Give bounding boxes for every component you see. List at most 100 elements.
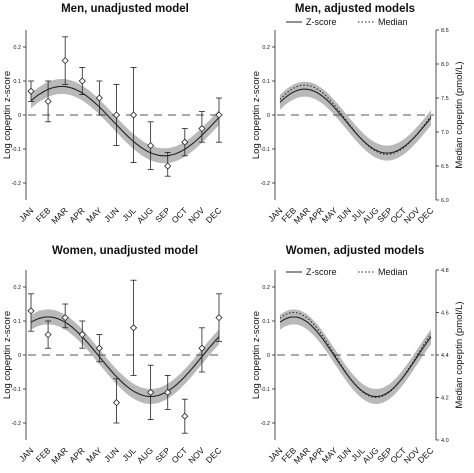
confidence-band: [31, 79, 219, 164]
point-marker: [181, 138, 189, 146]
y-tick-label: 0: [267, 113, 270, 119]
month-label: JUN: [102, 205, 121, 224]
point-marker: [129, 111, 138, 119]
y-tick-label: -0.2: [261, 421, 270, 427]
data-point: [27, 80, 35, 102]
legend-label: Z-score: [306, 17, 337, 27]
y2-tick-label: 4.4: [441, 353, 449, 359]
panel-title: Women, unadjusted model: [52, 245, 198, 257]
data-point: [181, 398, 189, 434]
y2-tick-label: 8.5: [441, 28, 449, 34]
data-point: [147, 121, 155, 170]
point-marker: [147, 388, 155, 396]
data-point: [164, 151, 172, 177]
point-marker: [129, 324, 138, 332]
month-label: SEP: [153, 445, 172, 464]
month-label: JUL: [120, 445, 138, 463]
point-marker: [95, 94, 103, 102]
data-point: [112, 84, 121, 147]
y-tick-label: -0.2: [12, 421, 21, 427]
point-marker: [112, 111, 121, 119]
month-label: JUN: [102, 445, 121, 464]
y-tick-label: 0: [267, 353, 270, 359]
panel-women-unadjusted: Women, unadjusted model -0.2 -0.1 0 0.1 0.2 Lo…: [2, 245, 223, 466]
panel-men-adjusted: Men, adjusted models -0.2 -0.1 0 0.1 0.2 Log c…: [251, 3, 465, 226]
confidence-band: [280, 81, 431, 161]
point-marker: [61, 314, 69, 322]
month-label: APR: [67, 205, 86, 224]
legend-label: Median: [378, 267, 408, 277]
y-tick-label: 0.2: [13, 285, 21, 291]
legend-label: Z-score: [306, 267, 337, 277]
y-tick-label: 0.1: [262, 79, 270, 85]
data-point: [61, 303, 69, 329]
y2-tick-label: 4.2: [441, 396, 449, 402]
month-label: SEP: [153, 205, 172, 224]
fitted-curve: [30, 85, 220, 157]
data-point: [95, 334, 103, 363]
y2-tick-label: 4.8: [441, 268, 449, 274]
legend: Z-score Median: [286, 267, 408, 277]
y2-axis-title: Median copeptin (pmol/L): [454, 61, 465, 168]
point-marker: [215, 111, 223, 119]
month-label: JAN: [17, 445, 35, 463]
panel-title: Women, adjusted models: [286, 245, 424, 257]
data-point: [61, 36, 69, 85]
point-marker: [44, 97, 52, 105]
month-label: DEC: [204, 445, 224, 465]
month-label: AUG: [135, 445, 155, 465]
data-point: [198, 327, 206, 373]
data-point: [164, 374, 172, 410]
y2-axis-title: Median copeptin (pmol/L): [454, 301, 465, 408]
y2-tick-label: 6.0: [441, 198, 449, 204]
month-label: DEC: [416, 205, 436, 225]
point-marker: [147, 142, 155, 150]
data-point: [215, 97, 223, 143]
month-label: NOV: [186, 445, 206, 465]
data-point: [129, 67, 138, 164]
point-marker: [27, 87, 35, 95]
series-line-median: [279, 84, 432, 155]
y-tick-label: -0.1: [261, 147, 270, 153]
y2-tick-label: 6.5: [441, 164, 449, 170]
y-axis-title: Log copeptin z-score: [251, 311, 262, 399]
month-label: FEB: [34, 445, 53, 464]
point-marker: [164, 388, 172, 396]
point-marker: [78, 331, 86, 339]
y-tick-label: -0.2: [261, 181, 270, 187]
y-axis-title: Log copeptin z-score: [2, 311, 13, 399]
y-tick-label: 0.2: [13, 45, 21, 51]
y2-tick-label: 8.0: [441, 62, 449, 68]
y-tick-label: -0.2: [12, 181, 21, 187]
data-point: [44, 320, 52, 349]
y-tick-label: 0: [18, 353, 21, 359]
point-marker: [95, 344, 103, 352]
data-point: [95, 80, 103, 116]
point-marker: [198, 125, 206, 133]
point-marker: [44, 331, 52, 339]
data-point: [147, 364, 155, 421]
data-point: [78, 320, 86, 349]
confidence-band: [31, 309, 219, 404]
point-marker: [78, 77, 86, 85]
y-tick-label: 0: [18, 113, 21, 119]
month-label: NOV: [186, 205, 206, 225]
month-label: DEC: [204, 205, 224, 225]
data-point: [27, 293, 35, 332]
panel-women-adjusted: Women, adjusted models -0.2 -0.1 0 0.1 0.2 Log…: [251, 245, 465, 466]
legend: Z-score Median: [286, 17, 408, 27]
series-line-median: [279, 311, 432, 399]
month-label: MAR: [49, 205, 69, 225]
month-label: MAR: [49, 445, 69, 465]
y2-tick-label: 4.0: [441, 438, 449, 444]
data-point: [78, 67, 86, 95]
month-label: JAN: [17, 205, 35, 223]
data-point: [181, 128, 189, 157]
data-point: [112, 378, 121, 424]
y2-tick-label: 7.5: [441, 96, 449, 102]
data-point: [129, 279, 138, 376]
month-label: MAY: [84, 445, 104, 465]
y-axis-title: Log copeptin z-score: [2, 71, 13, 159]
point-marker: [198, 344, 206, 352]
